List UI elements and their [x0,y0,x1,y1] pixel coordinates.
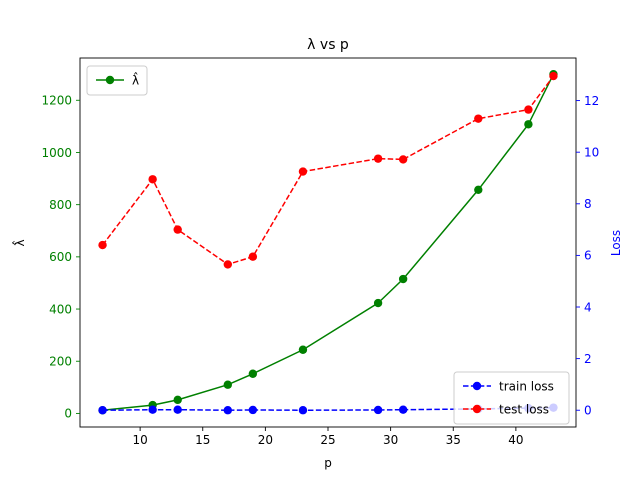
data-point-series-left-0 [223,380,232,389]
data-point-train-loss [373,405,383,415]
y-axis-right-label: Loss [609,230,623,256]
data-point-series-left-0 [474,185,483,194]
legend-bottom-right: train loss test loss [453,371,570,425]
legend-swatch-marker [472,381,482,391]
data-point-test-loss [524,105,533,114]
data-point-train-loss [248,405,258,415]
legend-label: λ̂ [132,71,139,87]
data-point-series-left-0 [298,345,308,354]
y-right-tick-label: 6 [584,249,592,263]
data-point-train-loss [223,406,232,415]
data-point-series-left-0 [248,369,258,378]
data-point-test-loss [373,154,383,163]
y-left-tick-label: 600 [49,250,72,264]
x-tick-label: 35 [446,433,461,447]
data-point-train-loss [398,405,408,414]
y-axis-left-label: λ̂ [11,239,27,246]
y-right-tick-label: 8 [584,197,592,211]
y-left-tick-label: 1000 [41,146,72,160]
data-point-test-loss [248,252,258,261]
x-tick-label: 15 [195,433,210,447]
x-tick-label: 10 [132,433,147,447]
y-left-tick-label: 0 [64,407,72,421]
data-point-series-left-0 [398,274,408,284]
x-tick-label: 20 [258,433,273,447]
chart-title: λ vs p [307,37,349,53]
data-point-test-loss [173,225,182,234]
y-right-tick-label: 10 [584,145,599,159]
y-left-tick-label: 800 [49,198,72,212]
y-left-tick-label: 400 [49,302,72,316]
legend-label: train loss [499,379,554,393]
x-tick-label: 40 [508,433,523,447]
legend-top-left: λ̂ [86,65,148,96]
x-tick-label: 25 [320,433,335,447]
y-right-tick-label: 12 [584,94,599,108]
data-point-test-loss [98,240,107,250]
y-right-tick-label: 2 [584,352,592,366]
x-axis-label: p [324,456,332,470]
data-point-test-loss [223,260,232,269]
legend-swatch-marker [105,75,115,85]
data-point-series-left-0 [373,298,383,308]
data-point-test-loss [298,167,308,176]
y-left-tick-label: 200 [49,355,72,369]
data-point-train-loss [298,406,308,415]
data-point-test-loss [148,175,157,184]
data-point-series-left-0 [524,120,533,129]
data-point-train-loss [173,405,182,414]
y-right-tick-label: 0 [584,404,592,418]
legend-swatch-marker [472,404,482,414]
data-point-series-left-0 [173,395,182,405]
data-point-train-loss [98,406,107,415]
data-point-train-loss [148,405,157,414]
data-point-test-loss [398,155,408,164]
legend-label: test loss [499,402,549,416]
legend-box [453,371,570,425]
y-left-tick-label: 1200 [41,94,72,108]
y-right-tick-label: 4 [584,300,592,314]
axes: 10 15 20 25 30 35 4002004006008001000120002468… [41,57,599,447]
data-point-test-loss [549,71,558,81]
data-point-test-loss [474,114,483,123]
x-tick-label: 30 [383,433,398,447]
